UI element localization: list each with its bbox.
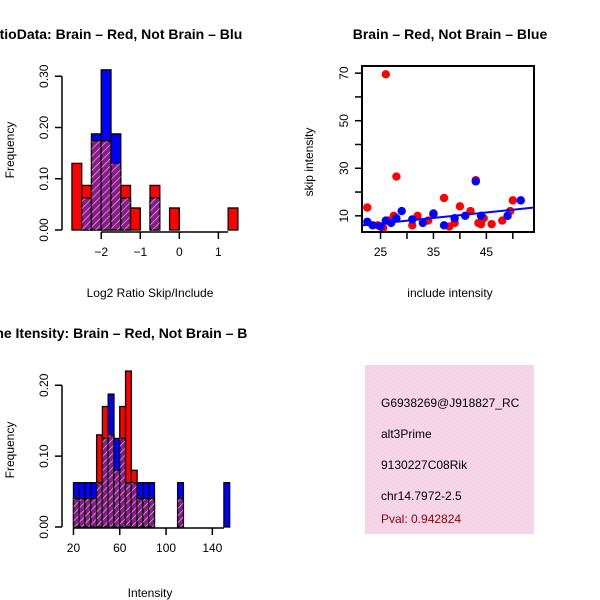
intensity-bar-notbrain	[223, 482, 231, 528]
intensity-y-tick-label: 0.00	[37, 515, 51, 539]
scatter-point-notbrain	[471, 177, 480, 186]
ratio-x-tick-label: 0	[176, 245, 183, 259]
ratio-bar-overlap-hatch	[101, 140, 111, 230]
intensity-bar-overlap-hatch	[73, 498, 80, 527]
intensity-x-tick-label: 60	[113, 541, 127, 555]
intensity-bar-overlap-hatch	[131, 482, 138, 527]
info-panel: G6938269@J918827_RC alt3Prime 9130227C08…	[365, 365, 534, 534]
scatter-y-tick-label: 30	[337, 161, 351, 175]
scatter-point-brain	[381, 70, 391, 79]
intensity-y-tick-label: 0.20	[37, 373, 51, 397]
intensity-bar-overlap-hatch	[148, 498, 155, 527]
intensity-y-tick-label: 0.10	[37, 444, 51, 468]
ratio-bar-brain	[168, 207, 180, 231]
ratio-bar-brain	[129, 207, 141, 231]
ratio-bar-overlap-hatch	[120, 197, 131, 230]
ratio-y-tick-label: 0.00	[37, 218, 51, 242]
ratio-y-tick-label: 0.20	[37, 115, 51, 139]
scatter-point-notbrain	[397, 206, 406, 216]
scatter-x-tick-label: 25	[374, 245, 388, 259]
ratio-bar-overlap-hatch	[81, 197, 92, 230]
scatter-point-brain	[487, 219, 496, 229]
scatter-plot-box	[361, 65, 535, 233]
intensity-scatter: Brain – Red, Not Brain – Blue include in…	[302, 26, 547, 300]
intensity-bar-overlap-hatch	[137, 498, 143, 527]
scatter-y-tick-label: 70	[337, 66, 351, 80]
scatter-x-tick-label: 45	[480, 245, 494, 259]
intensity-bar-overlap-hatch	[79, 498, 86, 527]
scatter-point-notbrain	[392, 214, 401, 223]
info-probe-id: G6938269@J918827_RC	[381, 396, 520, 410]
ratio-bar-overlap-hatch	[111, 163, 121, 230]
scatter-point-notbrain	[503, 211, 512, 221]
scatter-point-notbrain	[418, 218, 428, 228]
info-pval: Pval: 0.942824	[381, 512, 461, 526]
intensity-bar-overlap-hatch	[177, 498, 184, 527]
intensity-bar-overlap-hatch	[119, 438, 126, 527]
intensity-bar-overlap-hatch	[85, 498, 91, 527]
intensity-x-tick-label: 100	[156, 541, 176, 555]
intensity-xlabel: Intensity	[128, 586, 173, 600]
ratio-xlabel: Log2 Ratio Skip/Include	[87, 286, 214, 300]
ratio-y-tick-label: 0.10	[37, 167, 51, 191]
scatter-point-brain	[363, 203, 372, 212]
info-location: chr14.7972-2.5	[381, 489, 462, 503]
intensity-bar-overlap-hatch	[113, 470, 120, 527]
info-hatch	[365, 365, 534, 534]
intensity-title: Gene Itensity: Brain – Red, Not Brain – …	[0, 325, 247, 341]
intensity-bar-overlap-hatch	[102, 438, 109, 527]
ratio-histogram: RatioData: Brain – Red, Not Brain – Blu …	[0, 26, 242, 300]
scatter-point-brain	[508, 196, 518, 205]
ratio-x-tick-label: −1	[133, 245, 147, 259]
scatter-point-notbrain	[429, 209, 438, 218]
intensity-bar-overlap-hatch	[96, 482, 103, 527]
intensity-bar-overlap-hatch	[125, 482, 132, 527]
ratio-title: RatioData: Brain – Red, Not Brain – Blu	[0, 26, 242, 42]
intensity-bar-overlap-hatch	[108, 434, 114, 527]
ratio-bar-brain	[71, 162, 83, 231]
scatter-point-notbrain	[439, 221, 449, 230]
intensity-histogram: Gene Itensity: Brain – Red, Not Brain – …	[0, 325, 247, 600]
scatter-x-tick-label: 35	[427, 245, 441, 259]
scatter-xlabel: include intensity	[407, 286, 492, 300]
intensity-ylabel: Frequency	[3, 422, 17, 479]
intensity-bar-overlap-hatch	[90, 498, 97, 527]
ratio-x-tick-label: 1	[215, 245, 222, 259]
ratio-bar-brain	[227, 207, 239, 231]
scatter-point-notbrain	[516, 196, 525, 205]
intensity-x-tick-label: 20	[67, 541, 81, 555]
info-event-type: alt3Prime	[381, 427, 432, 441]
ratio-ylabel: Frequency	[3, 122, 17, 179]
scatter-y-tick-label: 10	[337, 209, 351, 223]
scatter-point-brain	[408, 221, 417, 230]
ratio-x-tick-label: −2	[94, 245, 108, 259]
ratio-bar-overlap-hatch	[91, 140, 102, 230]
scatter-fit-line	[361, 206, 535, 227]
scatter-title: Brain – Red, Not Brain – Blue	[353, 26, 548, 42]
scatter-y-tick-label: 50	[337, 114, 351, 128]
scatter-ylabel: skip intensity	[302, 128, 316, 197]
info-gene: 9130227C08Rik	[381, 458, 468, 472]
scatter-point-brain	[439, 193, 449, 203]
scatter-point-brain	[392, 172, 401, 181]
scatter-point-brain	[455, 202, 465, 211]
ratio-y-tick-label: 0.30	[37, 64, 51, 88]
intensity-x-tick-label: 140	[202, 541, 222, 555]
intensity-bar-overlap-hatch	[142, 498, 149, 527]
ratio-bar-overlap-hatch	[150, 197, 160, 230]
